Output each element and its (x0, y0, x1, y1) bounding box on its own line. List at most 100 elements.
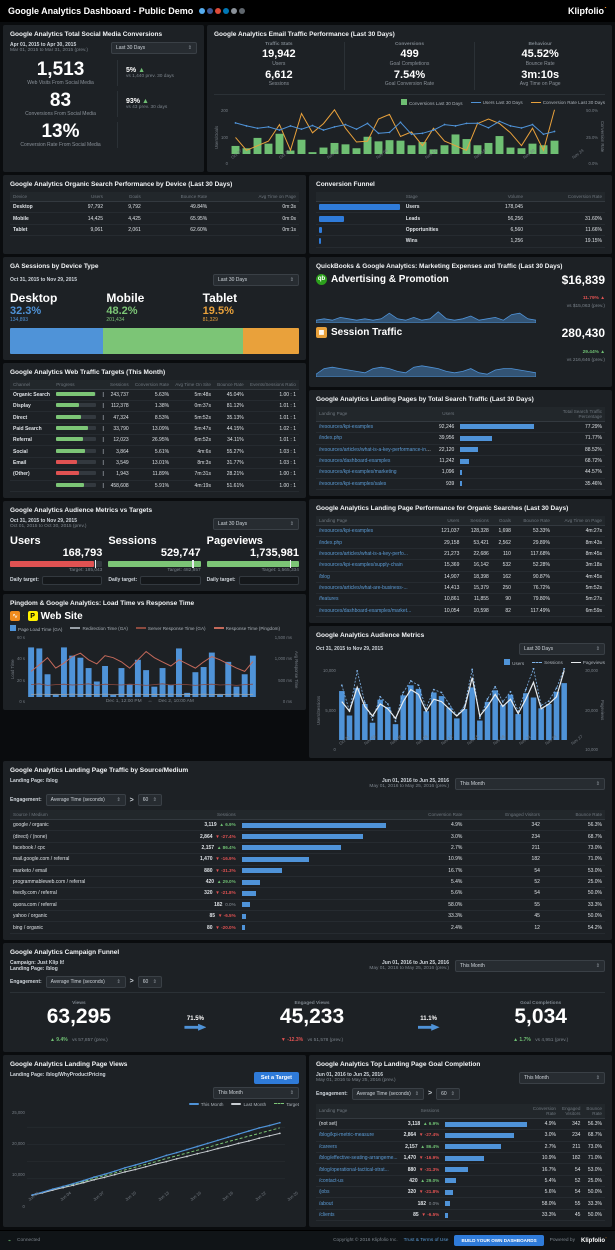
link-share-icon[interactable] (239, 8, 246, 14)
column-header[interactable]: Landing Page (316, 516, 434, 527)
build-dashboards-button[interactable]: BUILD YOUR OWN DASHBOARDS (454, 1235, 544, 1247)
column-header[interactable]: Bounce Rate (542, 810, 605, 821)
cell: 29,158 (433, 536, 463, 549)
column-header[interactable]: Device (10, 192, 63, 203)
column-header[interactable] (442, 1103, 530, 1119)
column-header[interactable]: Conversion Rate (529, 1103, 559, 1119)
column-header[interactable]: Sessions (462, 516, 492, 527)
column-header[interactable]: Conversion Rate (388, 810, 466, 821)
column-header[interactable]: Sessions (159, 810, 239, 821)
date-range-dropdown[interactable]: Last 30 Days ⇕ (213, 273, 299, 286)
pct-value: 35.46% (537, 478, 605, 491)
column-header[interactable]: Total Search Traffic Percentage (537, 406, 605, 422)
column-header[interactable]: Source / Medium (10, 810, 160, 821)
column-header[interactable]: Progress (53, 379, 100, 390)
cell: 2,562 (491, 536, 514, 549)
date-range-dropdown[interactable]: Last 30 Days ⇕ (213, 517, 299, 530)
column-header[interactable]: Users (62, 192, 106, 203)
date-range-dropdown[interactable]: Last 30 Days ⇕ (519, 643, 605, 656)
googleplus-share-icon[interactable] (215, 8, 222, 14)
bounce-rate: 25.0% (583, 1175, 605, 1188)
landing-page-link[interactable]: /blog/kpi-metric-measure (319, 1132, 375, 1139)
column-header[interactable]: Landing Page (316, 406, 436, 422)
landing-page-link[interactable]: /blog (319, 573, 330, 580)
engagement-metric-dropdown[interactable]: Average Time (seconds) ⇕ (45, 794, 126, 807)
landing-page-link[interactable]: /resources/kpi-examples (319, 528, 374, 535)
landing-page-link[interactable]: /blog/effective-seating-arrangeme... (319, 1155, 398, 1162)
set-target-button[interactable]: Set a Target (253, 1071, 299, 1084)
column-header[interactable] (457, 406, 538, 422)
table-row: mail.google.com / referral 1,470 ▼ -16.9… (10, 853, 605, 866)
engagement-label: Engagement: (316, 1090, 348, 1097)
date-range-dropdown[interactable]: This Month ⇕ (455, 959, 605, 972)
column-header[interactable]: Bounce Rate (513, 516, 553, 527)
daily-target-input[interactable] (41, 575, 103, 585)
engagement-metric-dropdown[interactable]: Average Time (seconds) ⇕ (351, 1087, 424, 1100)
date-range-dropdown[interactable]: This Month ⇕ (455, 778, 605, 791)
landing-page-link[interactable]: /resources/dashboard-examples (319, 458, 391, 465)
column-header[interactable]: Avg Time on Page (552, 516, 605, 527)
date-range-dropdown[interactable]: This Month ⇕ (519, 1071, 605, 1084)
twitter-share-icon[interactable] (199, 8, 206, 14)
engagement-value-dropdown[interactable]: 60 ⇕ (137, 975, 162, 988)
column-header[interactable]: Stage (402, 192, 479, 203)
date-range-dropdown[interactable]: This Month ⇕ (213, 1086, 299, 1099)
column-header[interactable]: Bounce Rate (583, 1103, 605, 1119)
engagement-value-dropdown[interactable]: 60 ⇕ (436, 1087, 460, 1100)
column-header[interactable]: Sessions (400, 1103, 443, 1119)
landing-page-link[interactable]: /resources/articles/what-is-a-key-perfo.… (319, 550, 408, 557)
linkedin-share-icon[interactable] (223, 8, 230, 14)
landing-page-link[interactable]: /jobs (319, 1189, 330, 1196)
column-header[interactable] (238, 810, 389, 821)
engagement-metric-dropdown[interactable]: Average Time (seconds) ⇕ (45, 975, 126, 988)
column-header[interactable]: Users (436, 406, 458, 422)
landing-page-link[interactable]: /index.php (319, 539, 343, 546)
date-range-dropdown[interactable]: Last 30 Days ⇕ (111, 42, 197, 54)
daily-target-input[interactable] (238, 575, 299, 585)
column-header[interactable] (99, 379, 107, 390)
panel-pingdom: Pingdom & Google Analytics: Load Time vs… (3, 593, 306, 710)
column-header[interactable]: Engaged Visitors (559, 1103, 584, 1119)
landing-page-link[interactable]: /resources/dashboard-examples/market... (319, 607, 412, 614)
landing-page-link[interactable]: /resources/kpi-examples/sales (319, 480, 387, 487)
landing-page-link[interactable]: /resources/kpi-examples/marketing (319, 469, 397, 476)
cell: 6m:52s (172, 434, 214, 447)
landing-page-link[interactable]: /careers (319, 1143, 338, 1150)
column-header[interactable]: Avg Time On Site (172, 379, 214, 390)
landing-page-link[interactable]: /about (319, 1200, 333, 1207)
column-header[interactable]: Sessions (106, 379, 132, 390)
channel-name: Email (10, 457, 54, 470)
column-header[interactable]: Goals (105, 192, 144, 203)
column-header[interactable]: Avg Time on Page (210, 192, 299, 203)
conversion-rate: 16.7% (388, 865, 466, 877)
landing-page-link[interactable]: /clients (319, 1212, 335, 1219)
column-header[interactable]: Bounce Rate (143, 192, 211, 203)
column-header[interactable]: Volume (478, 192, 527, 203)
terms-link[interactable]: Trust & Terms of Use (403, 1238, 449, 1244)
column-header[interactable]: Conversion Rate (131, 379, 173, 390)
cell: 5m:52s (172, 411, 214, 424)
table-row: /clients 85 ▼ -6.5% 33.3% 45 50.0% (316, 1209, 605, 1222)
landing-page-link[interactable]: /features (319, 596, 339, 603)
landing-page-link[interactable]: /index.php (319, 435, 343, 442)
daily-target-input[interactable] (140, 575, 201, 585)
engagement-operator: > (129, 978, 134, 986)
engagement-value-dropdown[interactable]: 60 ⇕ (137, 794, 162, 807)
column-header[interactable]: Engaged Visitors (465, 810, 543, 821)
landing-page-link[interactable]: /resources/articles/what-are-business-..… (319, 585, 408, 592)
progress-bar (56, 391, 97, 396)
landing-page-link[interactable]: /blog/operational-tactical-strat... (319, 1166, 389, 1173)
facebook-share-icon[interactable] (207, 8, 214, 14)
column-header[interactable]: Landing Page (316, 1103, 401, 1119)
column-header[interactable]: Channel (10, 379, 54, 390)
column-header[interactable]: Bounce Rate (213, 379, 247, 390)
column-header[interactable]: Conversion Rate (526, 192, 605, 203)
column-header[interactable]: Goals (491, 516, 514, 527)
landing-page-link[interactable]: /contact-us (319, 1177, 344, 1184)
landing-page-link[interactable]: /resources/articles/what-is-a-key-perfor… (319, 446, 436, 453)
email-share-icon[interactable] (231, 8, 238, 14)
landing-page-link[interactable]: /resources/kpi-examples (319, 423, 374, 430)
column-header[interactable]: Events/Sessions Ratio (246, 379, 299, 390)
column-header[interactable]: Users (433, 516, 463, 527)
landing-page-link[interactable]: /resources/kpi-examples/supply-chain (319, 562, 403, 569)
